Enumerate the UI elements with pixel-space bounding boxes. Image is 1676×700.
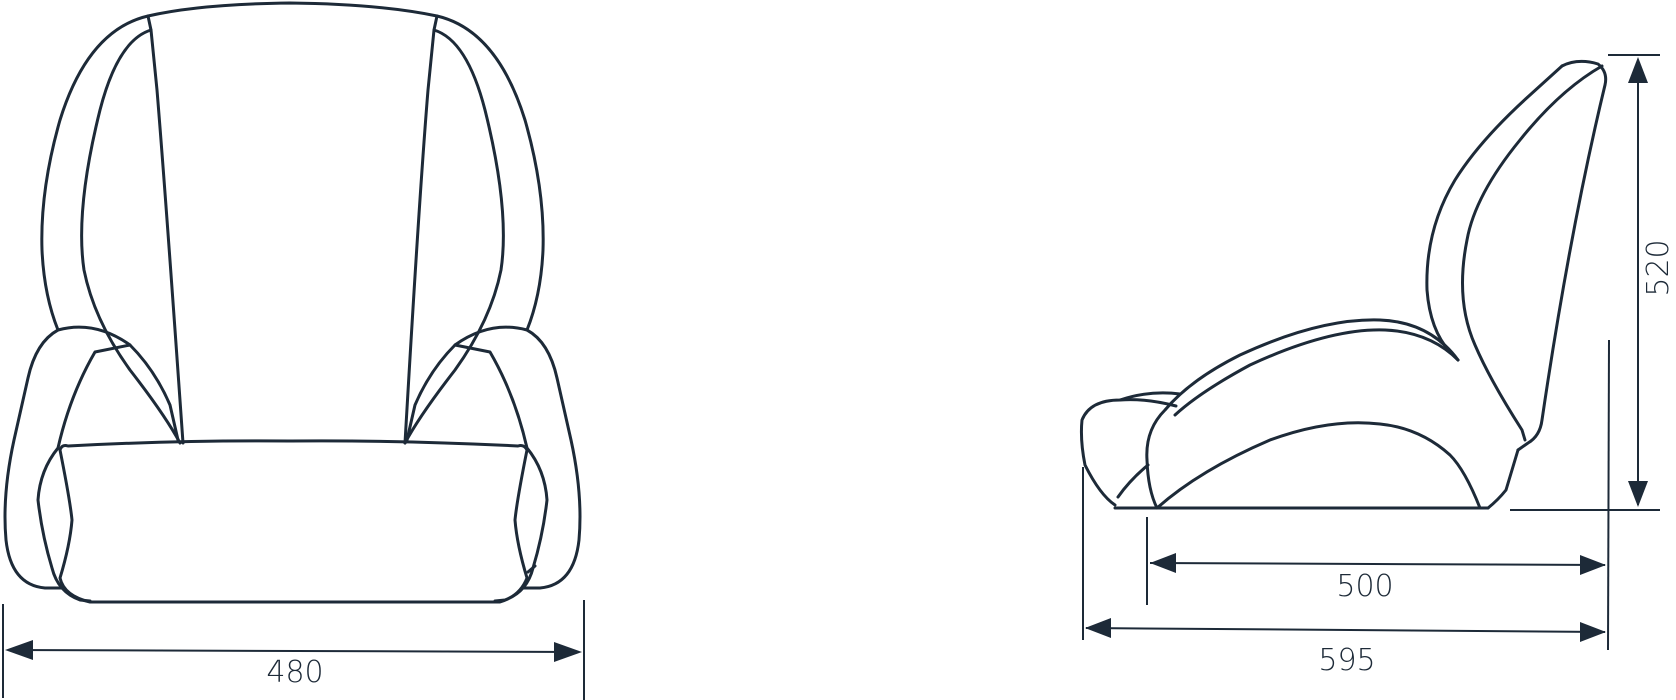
side-backrest-inner	[1461, 64, 1604, 442]
front-backrest-top	[146, 1, 439, 18]
front-backrest-left-panel	[146, 14, 185, 445]
side-depth-dim-line	[1149, 562, 1606, 566]
front-seat-notch	[526, 564, 537, 574]
front-left-armrest-inner	[36, 343, 132, 603]
side-seat-front-roll	[1079, 398, 1178, 507]
front-width-label: 480	[266, 655, 323, 690]
side-overall-arrow-right	[1580, 622, 1606, 642]
front-backrest-left-wing	[80, 28, 182, 445]
side-view	[1079, 59, 1608, 510]
side-height-label: 520	[1641, 239, 1676, 296]
side-seat-top	[1145, 318, 1460, 462]
front-backrest-right-panel	[403, 14, 439, 445]
side-seat-cushion	[1145, 421, 1482, 510]
side-seat-support	[1486, 448, 1520, 510]
side-seat-top-inner	[1173, 328, 1460, 417]
side-overall-arrow-left	[1085, 618, 1111, 638]
side-backrest-front	[1425, 64, 1564, 362]
side-height-dimension: 520	[1510, 54, 1676, 511]
front-seat-cushion	[58, 439, 529, 604]
front-left-armrest	[3, 325, 180, 590]
side-overall-dim-line	[1085, 627, 1606, 633]
front-right-armrest-inner	[453, 343, 549, 603]
side-seat-front-bolster	[1116, 391, 1182, 499]
front-dim-line	[7, 649, 579, 653]
front-view	[3, 1, 582, 604]
side-overall-depth-label: 595	[1318, 643, 1375, 678]
front-width-dimension: 480	[2, 600, 585, 700]
front-backrest-left-outer	[40, 14, 150, 332]
front-dim-arrow-right	[554, 642, 582, 662]
front-dim-arrow-left	[5, 640, 33, 660]
side-seat-depth-label: 500	[1336, 569, 1393, 604]
side-depth-extension-right	[1607, 339, 1610, 651]
side-backrest-outer	[1516, 59, 1608, 452]
side-seat-depth-dimension: 500	[1146, 339, 1610, 651]
side-height-arrow-top	[1628, 57, 1648, 83]
side-depth-arrow-right	[1580, 555, 1606, 575]
front-backrest-right-wing	[403, 28, 505, 445]
front-right-armrest	[405, 325, 582, 590]
side-overall-depth-dimension: 595	[1082, 467, 1606, 678]
side-height-arrow-bottom	[1628, 481, 1648, 507]
side-depth-arrow-left	[1150, 553, 1176, 573]
front-backrest-right-outer	[435, 14, 545, 332]
